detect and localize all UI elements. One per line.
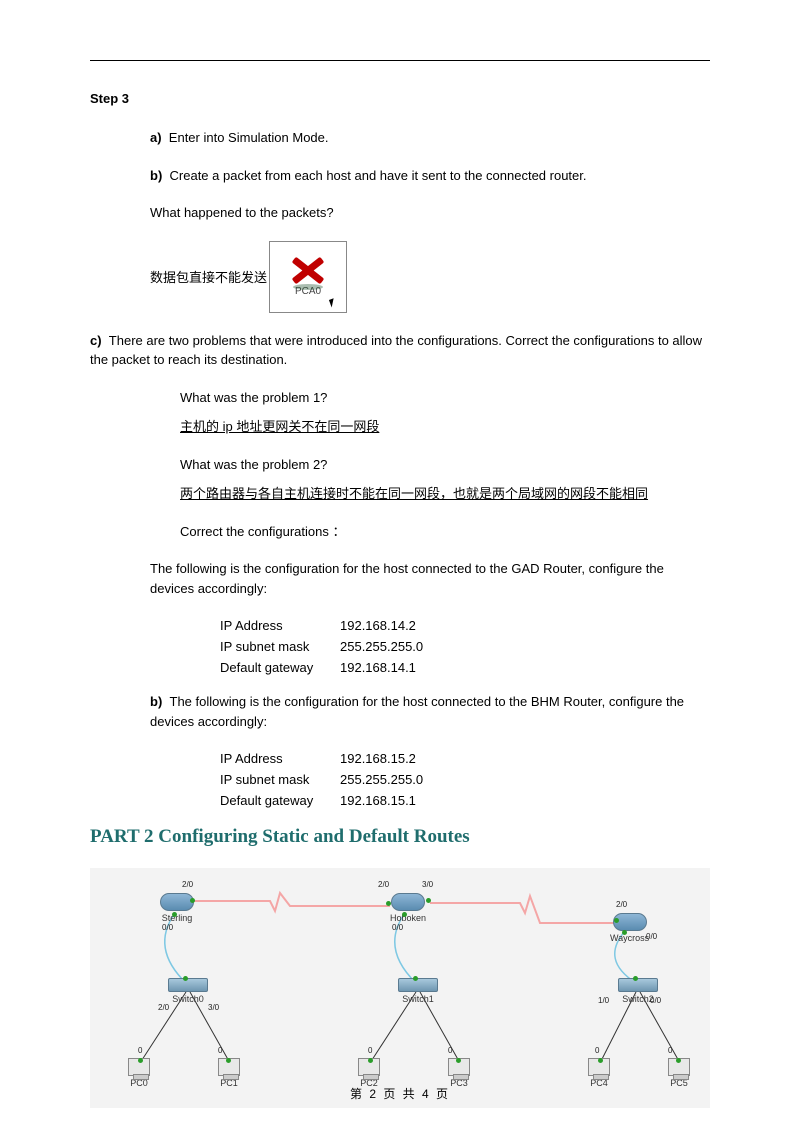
port-label: 0 xyxy=(668,1046,672,1055)
gad-config-table: IP Address192.168.14.2 IP subnet mask255… xyxy=(220,616,710,678)
top-rule xyxy=(90,60,710,61)
link-dot xyxy=(183,976,188,981)
bhm-intro: The following is the configuration for t… xyxy=(150,694,684,729)
link-dot xyxy=(138,1058,143,1063)
item-a: a) Enter into Simulation Mode. xyxy=(150,128,710,148)
port-label: 0/0 xyxy=(392,923,403,932)
link-dot xyxy=(413,976,418,981)
link-dot xyxy=(368,1058,373,1063)
port-label: 0 xyxy=(138,1046,142,1055)
gad-gw: 192.168.14.1 xyxy=(340,658,416,679)
switch-icon xyxy=(168,978,208,992)
step3-heading: Step 3 xyxy=(90,91,710,106)
cfg-gw-label: Default gateway xyxy=(220,658,340,679)
port-label: 0 xyxy=(368,1046,372,1055)
link-dot xyxy=(633,976,638,981)
cursor-icon xyxy=(329,296,341,307)
link-dot xyxy=(426,898,431,903)
b-text: Create a packet from each host and have … xyxy=(170,168,587,183)
cfg-mask-label: IP subnet mask xyxy=(220,637,340,658)
table-row: Default gateway192.168.14.1 xyxy=(220,658,710,679)
cfg-mask-label2: IP subnet mask xyxy=(220,770,340,791)
link-dot xyxy=(226,1058,231,1063)
router-hoboken: Hoboken xyxy=(390,893,426,923)
port-label: 2/0 xyxy=(158,1003,169,1012)
router-icon xyxy=(160,893,194,911)
b-label: b) xyxy=(150,168,162,183)
bhm-ip: 192.168.15.2 xyxy=(340,749,416,770)
link-dot xyxy=(598,1058,603,1063)
table-row: Default gateway192.168.15.1 xyxy=(220,791,710,812)
port-label: 1/0 xyxy=(598,996,609,1005)
port-label: 0 xyxy=(218,1046,222,1055)
gad-intro: The following is the configuration for t… xyxy=(150,559,710,598)
switch1: Switch1 xyxy=(398,978,438,1004)
q-prob2: What was the problem 2? xyxy=(180,455,710,475)
serial-link-2 xyxy=(430,896,620,923)
switch-label: Switch1 xyxy=(402,994,434,1004)
switch-label: Switch0 xyxy=(172,994,204,1004)
table-row: IP Address192.168.14.2 xyxy=(220,616,710,637)
port-label: 0/0 xyxy=(162,923,173,932)
failed-packet-icon: PCA0 xyxy=(269,241,347,313)
bhm-config-table: IP Address192.168.15.2 IP subnet mask255… xyxy=(220,749,710,811)
ans-packets-line: 数据包直接不能发送 PCA0 xyxy=(150,241,710,313)
item-b2: b) The following is the configuration fo… xyxy=(150,692,710,731)
switch0: Switch0 xyxy=(168,978,208,1004)
serial-link-1 xyxy=(190,893,390,911)
c-text: There are two problems that were introdu… xyxy=(90,333,702,368)
link-dot xyxy=(386,901,391,906)
cfg-ip-label: IP Address xyxy=(220,616,340,637)
router-label: Waycross xyxy=(610,933,649,943)
ans-packets: 数据包直接不能发送 xyxy=(150,267,267,286)
port-label: 3/0 xyxy=(422,880,433,889)
gad-mask: 255.255.255.0 xyxy=(340,637,423,658)
cfg-ip-label2: IP Address xyxy=(220,749,340,770)
c-label: c) xyxy=(90,333,102,348)
table-row: IP subnet mask255.255.255.0 xyxy=(220,637,710,658)
network-diagram: Sterling 2/0 0/0 Hoboken 2/0 3/0 0/0 Way… xyxy=(90,868,710,1108)
router-icon xyxy=(391,893,425,911)
ans-prob2: 两个路由器与各自主机连接时不能在同一网段，也就是两个局域网的网段不能相同 xyxy=(180,484,710,504)
q-prob1: What was the problem 1? xyxy=(180,388,710,408)
port-label: 2/0 xyxy=(182,880,193,889)
link-dot xyxy=(456,1058,461,1063)
link-dot xyxy=(676,1058,681,1063)
port-label: 0 xyxy=(448,1046,452,1055)
correct-cfg: Correct the configurations ： xyxy=(180,522,710,542)
switch-icon xyxy=(618,978,658,992)
switch-icon xyxy=(398,978,438,992)
link-dot xyxy=(190,898,195,903)
ans-prob1: 主机的 ip 地址更网关不在同一网段 xyxy=(180,417,710,437)
x-shadow xyxy=(293,284,323,290)
port-label: 2/0 xyxy=(378,880,389,889)
port-label: 0 xyxy=(595,1046,599,1055)
link-dot xyxy=(172,912,177,917)
x-mark-icon xyxy=(291,256,325,284)
port-label: 2/0 xyxy=(616,900,627,909)
a-label: a) xyxy=(150,130,162,145)
page-footer: 第 2 页 共 4 页 xyxy=(0,1085,800,1102)
item-b: b) Create a packet from each host and ha… xyxy=(150,166,710,186)
gad-ip: 192.168.14.2 xyxy=(340,616,416,637)
router-sterling: Sterling xyxy=(160,893,194,923)
b2-label: b) xyxy=(150,694,162,709)
port-label: 0/0 xyxy=(646,932,657,941)
item-c: c) There are two problems that were intr… xyxy=(90,331,710,370)
bhm-gw: 192.168.15.1 xyxy=(340,791,416,812)
link-dot xyxy=(402,912,407,917)
cfg-gw-label2: Default gateway xyxy=(220,791,340,812)
link-dot xyxy=(614,918,619,923)
port-label: 3/0 xyxy=(208,1003,219,1012)
a-text: Enter into Simulation Mode. xyxy=(169,130,329,145)
table-row: IP subnet mask255.255.255.0 xyxy=(220,770,710,791)
link-dot xyxy=(622,930,627,935)
table-row: IP Address192.168.15.2 xyxy=(220,749,710,770)
bhm-mask: 255.255.255.0 xyxy=(340,770,423,791)
port-label: 0/0 xyxy=(650,996,661,1005)
router-label: Hoboken xyxy=(390,913,426,923)
q-packets: What happened to the packets? xyxy=(150,203,710,223)
part2-heading: PART 2 Configuring Static and Default Ro… xyxy=(90,826,710,848)
